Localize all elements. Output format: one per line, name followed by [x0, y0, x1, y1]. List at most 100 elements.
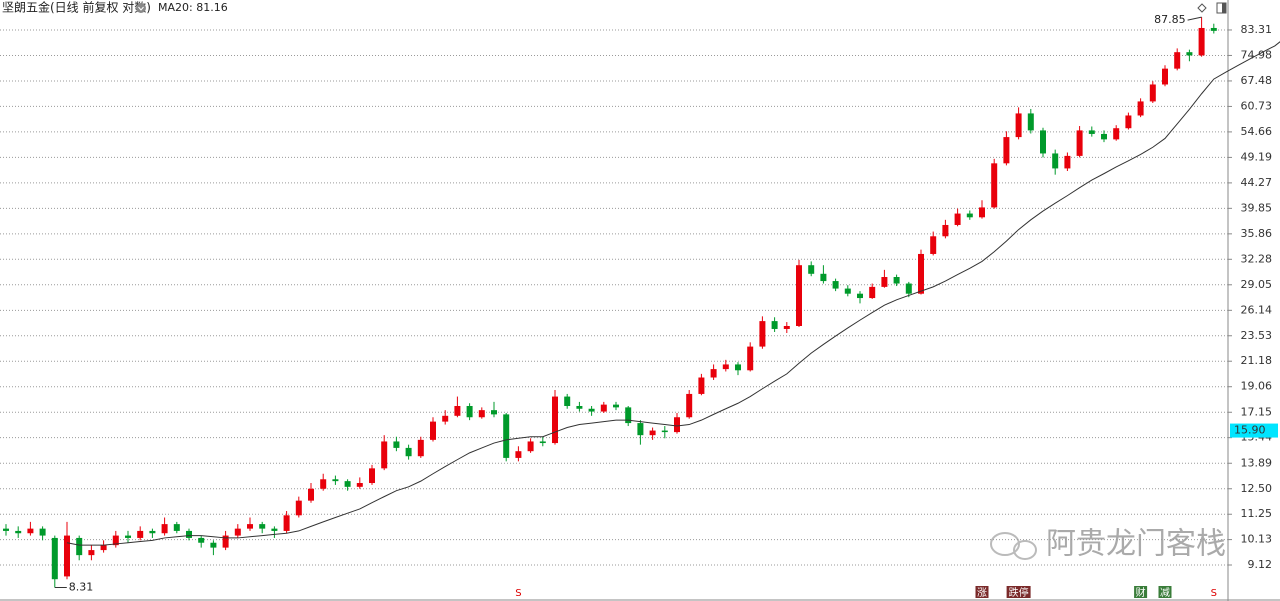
candle-body	[698, 377, 705, 394]
candle-body	[320, 479, 327, 489]
candle-body	[893, 277, 900, 284]
candle-body	[259, 524, 266, 529]
candle-body	[1210, 27, 1217, 31]
candle-body	[881, 277, 888, 287]
candle-body	[625, 407, 632, 424]
candle-body	[430, 421, 436, 440]
candle-body	[88, 550, 95, 556]
candle-body	[417, 439, 424, 457]
y-tick-label: 83.31	[1241, 23, 1273, 36]
candle-body	[1052, 153, 1059, 169]
candle-body	[39, 528, 46, 536]
candle-body	[808, 265, 815, 274]
zoom-icon[interactable]	[1197, 3, 1207, 13]
y-tick-label: 39.85	[1241, 201, 1273, 214]
chart-title: 坚朗五金(日线 前复权 对数)	[2, 0, 151, 15]
candle-body	[1015, 113, 1022, 138]
y-tick-label: 32.28	[1241, 252, 1273, 265]
candle-body	[588, 408, 595, 412]
candle-body	[405, 447, 412, 457]
candle-body	[381, 441, 388, 469]
candle-body	[1101, 133, 1107, 140]
y-tick-label: 35.86	[1241, 227, 1273, 240]
ma-label: MA20: 81.16	[158, 1, 228, 14]
candle-body	[1174, 52, 1181, 69]
candle-body	[27, 528, 34, 534]
y-tick-label: 23.53	[1241, 329, 1273, 342]
candle-body	[137, 530, 144, 538]
candle-body	[76, 537, 83, 556]
candle-body	[393, 441, 400, 448]
candle-body	[674, 417, 680, 433]
menu-icon-arrow	[138, 6, 144, 11]
candle-body	[796, 265, 802, 326]
y-tick-label: 26.14	[1241, 303, 1273, 316]
menu-icon[interactable]	[136, 3, 146, 13]
candle-body	[930, 236, 937, 254]
watermark: 阿贵龙门客栈	[1046, 527, 1226, 562]
candle-body	[844, 288, 851, 294]
candle-body	[478, 410, 485, 418]
event-marker-box	[1134, 586, 1148, 598]
y-tick-label: 17.15	[1241, 405, 1273, 418]
y-tick-label: 11.25	[1241, 507, 1273, 520]
candle-body	[271, 528, 278, 531]
event-marker: 跌停	[1009, 586, 1029, 599]
candle-body	[722, 364, 729, 370]
candle-body	[771, 321, 778, 329]
event-marker-box	[1006, 586, 1031, 598]
candle-body	[210, 542, 217, 548]
y-tick-label: 44.27	[1241, 176, 1273, 189]
candle-body	[564, 396, 571, 406]
candle-body	[491, 410, 497, 415]
candle-body	[1003, 137, 1010, 164]
y-tick-label: 60.73	[1241, 99, 1273, 112]
candle-body	[991, 163, 998, 208]
candle-body	[979, 207, 985, 218]
candle-body	[112, 535, 119, 546]
candle-body	[442, 415, 449, 422]
candle-body	[1040, 130, 1046, 154]
event-marker: S	[515, 588, 521, 599]
candle-body	[1162, 68, 1168, 85]
low-annotation: 8.31	[69, 581, 94, 594]
y-tick-label: 12.50	[1241, 482, 1273, 495]
candle-body	[1186, 52, 1193, 56]
candle-body	[1088, 130, 1095, 134]
candle-body	[222, 535, 229, 548]
watermark-logo	[990, 532, 1037, 560]
candle-body	[918, 253, 924, 294]
price-marker	[1230, 423, 1278, 438]
candle-body	[283, 515, 290, 531]
candle-body	[600, 404, 607, 412]
event-marker-box	[1158, 586, 1172, 598]
candle-body	[100, 545, 107, 551]
candle-body	[710, 369, 717, 378]
candle-body	[466, 405, 473, 418]
candle-body	[186, 530, 192, 538]
event-marker: 涨	[977, 587, 987, 599]
event-marker-box	[975, 586, 989, 598]
panel-icon-fill	[1222, 3, 1226, 13]
event-marker: S	[1211, 588, 1217, 599]
candle-body	[1198, 27, 1205, 56]
candle-body	[613, 404, 619, 408]
candle-body	[3, 528, 9, 531]
candle-body	[344, 481, 351, 487]
candle-body	[295, 500, 302, 516]
y-tick-label: 29.05	[1241, 278, 1273, 291]
candle-body	[198, 537, 205, 543]
candle-body	[905, 283, 912, 294]
high-arrow	[1187, 16, 1202, 21]
candle-body	[308, 488, 314, 501]
candle-body	[966, 213, 973, 218]
candle-body	[857, 293, 863, 299]
candle-body	[649, 430, 656, 436]
candle-body	[1076, 130, 1083, 156]
candle-body	[942, 224, 949, 237]
candle-body	[234, 528, 241, 536]
candle-body	[125, 535, 131, 538]
y-tick-label: 74.98	[1241, 48, 1273, 61]
candle-body	[527, 441, 534, 452]
